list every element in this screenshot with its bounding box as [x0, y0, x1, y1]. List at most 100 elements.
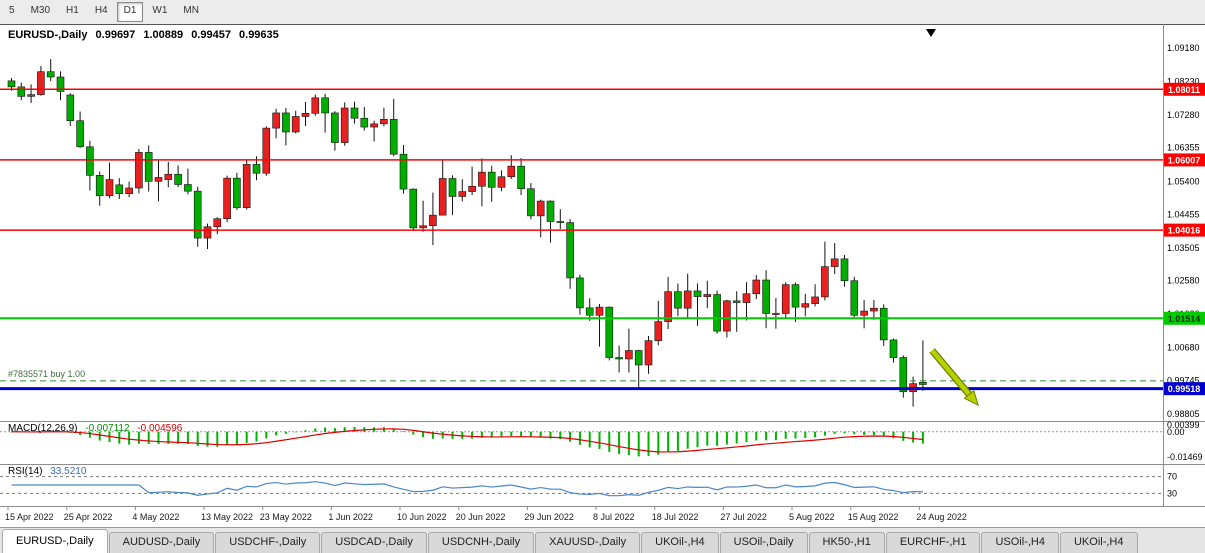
price-line-badge[interactable]: 1.08011 [1164, 82, 1205, 96]
price-axis-label: 1.02580 [1167, 276, 1200, 286]
timeframe-button-5[interactable]: 5 [9, 5, 15, 16]
candle [468, 166, 476, 196]
svg-text:1.06007: 1.06007 [1168, 155, 1201, 165]
candle [370, 120, 378, 142]
candle [585, 298, 594, 321]
chart-tab-10[interactable]: USOil-,H4 [981, 532, 1059, 553]
candle [605, 306, 614, 361]
candle [301, 102, 310, 126]
chart-tab-1[interactable]: AUDUSD-,Daily [108, 532, 215, 553]
candle [507, 155, 516, 179]
candle [37, 66, 45, 96]
candle [615, 345, 623, 373]
chart-tab-3[interactable]: USDCAD-,Daily [321, 532, 427, 553]
time-axis[interactable]: 15 Apr 2022 25 Apr 2022 4 May 2022 13 May 2… [5, 506, 967, 522]
chart-tab-2[interactable]: USDCHF-,Daily [215, 532, 321, 553]
timeframe-button-D1[interactable]: D1 [116, 2, 144, 22]
candle [487, 165, 496, 202]
price-line-badge[interactable]: 1.01514 [1164, 311, 1205, 325]
chart-tab-8[interactable]: HK50-,H1 [808, 532, 885, 553]
candle [262, 126, 271, 176]
time-axis-label: 10 Jun 2022 [397, 512, 447, 522]
chart-tab-4[interactable]: USDCNH-,Daily [427, 532, 535, 553]
timeframe-button-MN[interactable]: MN [183, 5, 199, 16]
rsi-level-label: 30 [1167, 488, 1177, 498]
candle [242, 160, 251, 210]
time-axis-label: 25 Apr 2022 [64, 512, 113, 522]
candle [742, 282, 751, 321]
candle [458, 179, 467, 202]
candle [409, 188, 418, 232]
candle [674, 283, 682, 317]
candle [17, 82, 26, 101]
candle [56, 71, 65, 101]
timeframe-button-H1[interactable]: H1 [66, 5, 79, 16]
candle [889, 338, 898, 363]
candle [321, 93, 329, 133]
price-axis-label: 1.03505 [1167, 243, 1200, 253]
time-axis-label: 15 Apr 2022 [5, 512, 54, 522]
candle [46, 59, 55, 82]
chart-tab-6[interactable]: UKOil-,H4 [641, 532, 719, 553]
timeframe-button-H4[interactable]: H4 [94, 5, 108, 16]
candle [76, 111, 84, 148]
candle [781, 282, 790, 319]
price-line-badge[interactable]: 0.99518 [1164, 382, 1205, 396]
candles-layer [7, 59, 927, 407]
candle [350, 101, 359, 124]
timeframe-button-W1[interactable]: W1 [152, 5, 168, 16]
time-axis-label: 20 Jun 2022 [456, 512, 506, 522]
chart-shift-marker[interactable] [926, 29, 936, 37]
rsi-line [11, 481, 923, 497]
price-axis-label: 1.08230 [1167, 77, 1200, 87]
candle [478, 158, 486, 207]
candle [527, 183, 535, 220]
svg-text:0.99518: 0.99518 [1168, 384, 1201, 394]
price-axis-label: 1.06355 [1167, 143, 1200, 153]
candle [164, 161, 173, 188]
candle [644, 336, 653, 374]
macd-signal-line [11, 428, 923, 453]
timeframe-button-M30[interactable]: M30 [30, 5, 51, 16]
candle [576, 274, 584, 315]
candle [331, 111, 339, 151]
candle [801, 293, 810, 317]
candle [144, 145, 153, 192]
price-axis-label: 1.04455 [1167, 210, 1200, 220]
chart-tab-7[interactable]: USOil-,Daily [719, 532, 808, 553]
candle [546, 200, 555, 243]
price-axis-label: 1.00680 [1167, 343, 1200, 353]
chart-tab-11[interactable]: UKOil-,H4 [1059, 532, 1138, 553]
candle [517, 158, 525, 196]
candle [154, 160, 163, 202]
price-line-badge[interactable]: 1.04016 [1164, 223, 1205, 237]
candle [732, 291, 741, 332]
candle [282, 108, 290, 146]
svg-text:1.01514: 1.01514 [1168, 314, 1201, 324]
candle [899, 355, 908, 398]
candle [95, 171, 104, 206]
candle [654, 300, 663, 346]
price-line-badge[interactable]: 1.06007 [1164, 153, 1205, 167]
candle [536, 199, 545, 238]
candle [125, 181, 133, 198]
candle [233, 172, 241, 210]
candle [399, 145, 408, 194]
chart-background[interactable] [0, 24, 1205, 528]
candle [193, 186, 202, 247]
candle [821, 241, 829, 301]
arrow-object[interactable] [929, 348, 980, 407]
time-axis-label: 8 Jul 2022 [593, 512, 635, 522]
candle [115, 178, 124, 199]
candle [380, 107, 388, 127]
candle [703, 280, 712, 309]
chart-tab-0[interactable]: EURUSD-,Daily [2, 529, 108, 553]
macd-scale-label: 0.00399 [1167, 420, 1200, 430]
chart-tab-5[interactable]: XAUUSD-,Daily [535, 532, 641, 553]
chart-tab-9[interactable]: EURCHF-,H1 [885, 532, 981, 553]
time-axis-label: 4 May 2022 [132, 512, 179, 522]
svg-text:1.04016: 1.04016 [1168, 226, 1201, 236]
candle [340, 102, 349, 146]
